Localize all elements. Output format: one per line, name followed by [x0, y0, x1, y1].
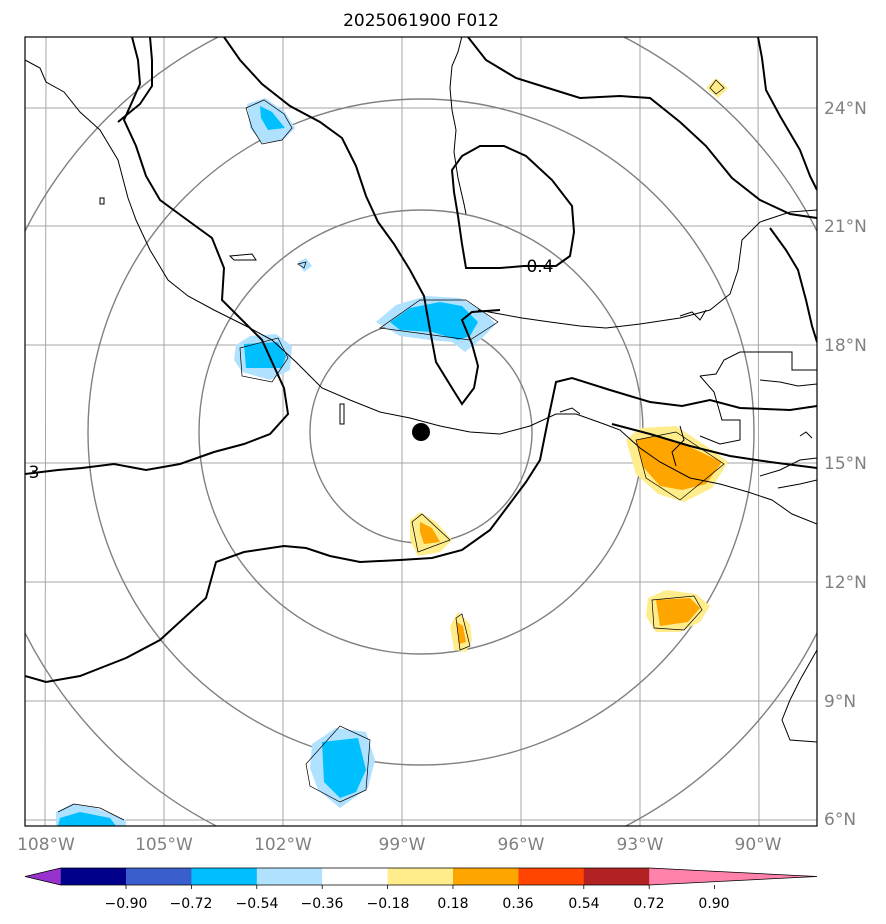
- contour-label-3: 3: [29, 463, 40, 483]
- lat-label: 18°N: [824, 336, 867, 356]
- latitude-labels: 24°N 21°N 18°N 15°N 12°N 9°N 6°N: [824, 99, 867, 830]
- lon-label: 96°W: [498, 835, 545, 855]
- colorbar-segment: [518, 868, 585, 885]
- colorbar-tick-label: −0.72: [170, 896, 213, 912]
- colorbar-extend-low: [25, 868, 61, 885]
- coastlines: [25, 37, 817, 743]
- colorbar-ticks: −0.90 −0.72 −0.54 −0.36 −0.18 0.18 0.36 …: [105, 896, 730, 912]
- map-border: [24, 36, 818, 827]
- colorbar-outline: [24, 867, 818, 886]
- colorbar-segment: [453, 868, 519, 885]
- colorbar-tick-label: −0.54: [236, 896, 279, 912]
- colorbar-tick-label: 0.18: [437, 896, 468, 912]
- colorbar-segment: [322, 868, 389, 885]
- positive-blob-core: [420, 522, 440, 544]
- negative-blob-core: [244, 342, 286, 368]
- lat-label: 6°N: [824, 810, 856, 830]
- lat-label: 15°N: [824, 454, 867, 474]
- colorbar-segment: [583, 868, 650, 885]
- colorbar-tick-label: 0.90: [698, 896, 729, 912]
- range-ring-3: [87, 98, 755, 766]
- colorbar-segment: [60, 868, 127, 885]
- colorbar-tick-label: −0.18: [367, 896, 410, 912]
- lat-label: 9°N: [824, 692, 856, 712]
- lon-label: 93°W: [617, 835, 664, 855]
- positive-blob: [706, 78, 728, 98]
- longitude-labels: 108°W 105°W 102°W 99°W 96°W 93°W 90°W: [17, 835, 782, 855]
- positive-blob-core: [656, 598, 700, 626]
- negative-blob-core: [58, 812, 116, 826]
- negative-blob-core: [322, 738, 366, 798]
- colorbar-tick-label: −0.36: [301, 896, 344, 912]
- lon-label: 99°W: [379, 835, 426, 855]
- lat-label: 12°N: [824, 573, 867, 593]
- contour-label-0-4: 0.4: [526, 257, 553, 277]
- bold-contours: [25, 37, 817, 684]
- colorbar-tick-label: −0.90: [105, 896, 148, 912]
- map-area: 0.4 3: [24, 36, 818, 827]
- negative-blob-core: [260, 106, 285, 130]
- lon-label: 105°W: [135, 835, 193, 855]
- negative-blob-core: [390, 302, 478, 340]
- lon-label: 108°W: [17, 835, 75, 855]
- colorbar-extend-high: [649, 868, 817, 885]
- colorbar-segment: [256, 868, 323, 885]
- lat-label: 24°N: [824, 99, 867, 119]
- colorbar: [24, 867, 818, 889]
- colorbar-segment: [191, 868, 258, 885]
- positive-blob-core: [636, 436, 722, 490]
- lon-label: 102°W: [254, 835, 312, 855]
- storm-center-marker: [412, 423, 430, 441]
- map-title: 2025061900 F012: [343, 11, 499, 31]
- colorbar-segment: [126, 868, 192, 885]
- colorbar-tick-label: 0.54: [568, 896, 599, 912]
- colorbar-segment: [387, 868, 454, 885]
- colorbar-tick-label: 0.36: [502, 896, 533, 912]
- lon-label: 90°W: [735, 835, 782, 855]
- lat-label: 21°N: [824, 217, 867, 237]
- positive-blob-core: [457, 622, 466, 644]
- colorbar-tick-label: 0.72: [633, 896, 664, 912]
